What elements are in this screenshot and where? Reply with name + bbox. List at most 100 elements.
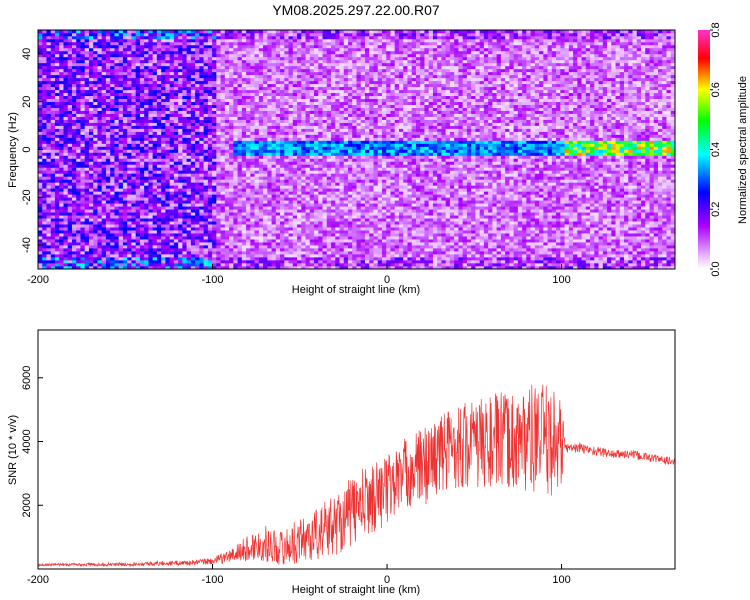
spectrogram-cell <box>186 86 192 91</box>
spectrogram-cell <box>246 224 251 228</box>
spectrogram-cell <box>46 158 52 162</box>
spectrogram-cell <box>275 30 281 34</box>
spectrogram-cell <box>229 125 234 129</box>
spectrogram-cell <box>271 74 277 79</box>
spectrogram-cell <box>220 257 226 261</box>
spectrogram-cell <box>271 218 277 222</box>
spectrogram-cell <box>254 248 260 252</box>
spectrogram-cell <box>118 95 124 100</box>
spectrogram-cell <box>165 92 170 97</box>
spectrogram-cell <box>233 188 238 192</box>
spectrogram-cell <box>101 233 107 237</box>
spectrogram-cell <box>246 110 251 114</box>
spectrogram-cell <box>80 155 86 159</box>
spectrogram-cell <box>254 98 260 102</box>
spectrogram-cell <box>169 164 175 168</box>
spectrogram-cell <box>203 221 209 225</box>
spectrogram-cell <box>284 53 289 58</box>
spectrogram-cell <box>131 143 136 147</box>
spectrogram-cell <box>263 152 268 156</box>
spectrogram-cell <box>284 215 289 219</box>
spectrogram-cell <box>97 245 102 249</box>
spectrogram-cell <box>165 227 170 231</box>
spectrogram-cell <box>263 107 268 111</box>
spectrogram-cell <box>63 194 69 198</box>
spectrogram-cell <box>220 59 226 64</box>
spectrogram-cell <box>105 71 111 76</box>
spectrogram-cell <box>297 221 302 225</box>
spectrogram-cell <box>275 50 281 55</box>
spectrogram-cell <box>59 30 64 34</box>
spectrogram-cell <box>59 131 64 135</box>
spectrogram-cell <box>258 236 264 240</box>
spectrogram-cell <box>229 260 234 264</box>
spectrogram-cell <box>127 104 132 108</box>
spectrogram-cell <box>148 140 153 144</box>
spectrogram-cell <box>63 53 69 58</box>
spectrogram-cell <box>284 161 289 165</box>
spectrogram-cell <box>190 233 196 237</box>
spectrogram-cell <box>161 74 166 79</box>
spectrogram-cell <box>199 233 204 237</box>
spectrogram-cell <box>237 161 243 165</box>
spectrogram-cell <box>114 107 119 111</box>
spectrogram-cell <box>148 30 153 34</box>
spectrogram-cell <box>224 107 230 111</box>
spectrogram-cell <box>301 257 306 261</box>
spectrogram-cell <box>118 260 124 264</box>
spectrogram-cell <box>54 92 60 97</box>
spectrogram-cell <box>118 167 124 171</box>
spectrogram-cell <box>186 215 192 219</box>
spectrogram-cell <box>178 35 183 40</box>
spectrogram-cell <box>263 212 268 216</box>
spectrogram-cell <box>267 227 272 231</box>
spectrogram-cell <box>203 77 209 82</box>
spectrogram-cell <box>195 32 200 37</box>
spectrogram-cell <box>80 131 86 135</box>
spectrogram-cell <box>199 59 204 64</box>
spectrogram-cell <box>80 227 86 231</box>
spectrogram-cell <box>271 194 277 198</box>
spectrogram-cell <box>38 47 43 52</box>
spectrogram-cell <box>216 68 221 73</box>
spectrogram-cell <box>76 152 81 156</box>
spectrogram-cell <box>71 203 77 207</box>
spectrogram-cell <box>122 179 128 183</box>
spectrogram-cell <box>152 158 158 162</box>
spectrogram-cell <box>280 59 285 64</box>
spectrogram-cell <box>67 176 73 180</box>
spectrogram-cell <box>101 266 107 269</box>
spectrogram-cell <box>152 71 158 76</box>
spectrogram-cell <box>263 92 268 97</box>
spectrogram-cell <box>148 179 153 183</box>
spectrogram-cell <box>203 119 209 123</box>
spectrogram-cell <box>173 167 179 171</box>
spectrogram-cell <box>127 191 132 195</box>
spectrogram-cell <box>229 179 234 183</box>
spectrogram-cell <box>144 41 149 46</box>
spectrogram-cell <box>110 212 115 216</box>
spectrogram-cell <box>178 41 183 46</box>
spectrogram-cell <box>46 152 52 156</box>
spectrogram-cell <box>288 50 294 55</box>
spectrogram-cell <box>135 170 141 174</box>
spectrogram-cell <box>297 218 302 222</box>
spectrogram-cell <box>122 245 128 249</box>
spectrogram-cell <box>84 59 90 64</box>
spectrogram-cell <box>229 254 234 258</box>
spectrogram-cell <box>156 32 162 37</box>
spectrogram-cell <box>135 83 141 88</box>
spectrogram-cell <box>292 194 298 198</box>
spectrogram-cell <box>173 227 179 231</box>
spectrogram-cell <box>127 86 132 91</box>
spectrogram-cell <box>220 80 226 85</box>
spectrogram-cell <box>263 137 268 141</box>
spectrogram-cell <box>152 242 158 246</box>
spectrogram-cell <box>178 50 183 55</box>
spectrogram-cell <box>67 125 73 129</box>
spectrogram-cell <box>297 206 302 210</box>
spectrogram-cell <box>148 110 153 114</box>
spectrogram-cell <box>156 161 162 165</box>
spectrogram-cell <box>212 155 217 159</box>
spectrogram-cell <box>144 137 149 141</box>
